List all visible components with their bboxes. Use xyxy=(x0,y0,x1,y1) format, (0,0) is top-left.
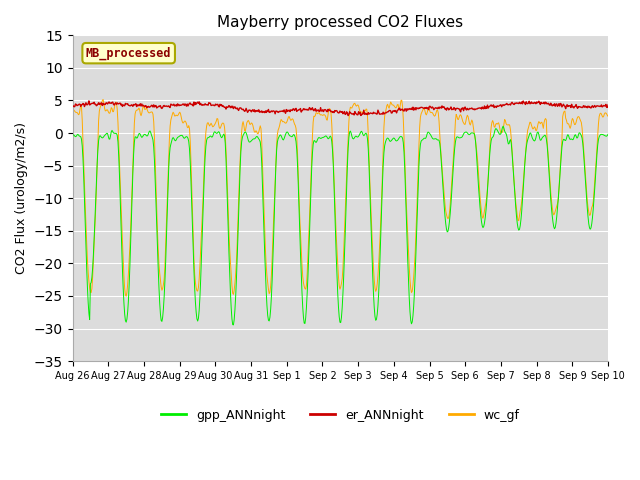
Text: MB_processed: MB_processed xyxy=(86,47,172,60)
Y-axis label: CO2 Flux (urology/m2/s): CO2 Flux (urology/m2/s) xyxy=(15,122,28,274)
Title: Mayberry processed CO2 Fluxes: Mayberry processed CO2 Fluxes xyxy=(217,15,463,30)
Legend: gpp_ANNnight, er_ANNnight, wc_gf: gpp_ANNnight, er_ANNnight, wc_gf xyxy=(156,404,525,427)
